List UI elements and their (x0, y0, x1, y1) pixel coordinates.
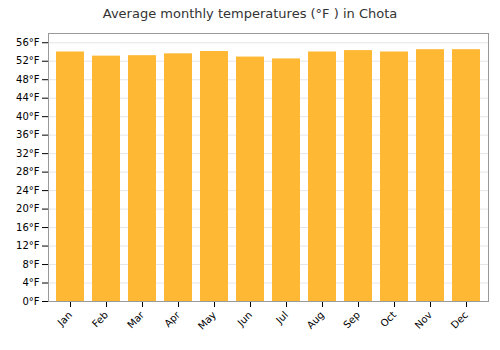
svg-text:56°F: 56°F (16, 37, 40, 48)
svg-text:48°F: 48°F (16, 74, 40, 85)
svg-text:Mar: Mar (125, 309, 147, 331)
html-text:Average monthly temperatures (: Average monthly temperatures (°F ) in Ch… (102, 6, 398, 21)
svg-text:40°F: 40°F (16, 111, 40, 122)
svg-text:8°F: 8°F (22, 259, 39, 270)
svg-text:12°F: 12°F (16, 240, 40, 251)
svg-text:16°F: 16°F (16, 222, 40, 233)
svg-text:32°F: 32°F (16, 148, 40, 159)
svg-text:36°F: 36°F (16, 129, 40, 140)
svg-text:Feb: Feb (90, 309, 110, 329)
svg-text:44°F: 44°F (16, 92, 40, 103)
svg-text:4°F: 4°F (22, 277, 39, 288)
svg-text:Jun: Jun (235, 309, 255, 329)
svg-text:Oct: Oct (378, 309, 398, 329)
svg-text:52°F: 52°F (16, 55, 40, 66)
svg-text:Jan: Jan (55, 309, 74, 328)
svg-text:0°F: 0°F (22, 296, 39, 307)
svg-text:24°F: 24°F (16, 185, 40, 196)
svg-text:Sep: Sep (341, 309, 362, 330)
svg-text:Dec: Dec (449, 309, 470, 330)
svg-text:20°F: 20°F (16, 203, 40, 214)
svg-text:Apr: Apr (162, 309, 183, 330)
svg-text:Aug: Aug (305, 309, 327, 331)
svg-text:28°F: 28°F (16, 166, 40, 177)
svg-text:Jul: Jul (273, 309, 290, 326)
svg-text:May: May (196, 309, 218, 331)
svg-text:Nov: Nov (413, 309, 435, 331)
